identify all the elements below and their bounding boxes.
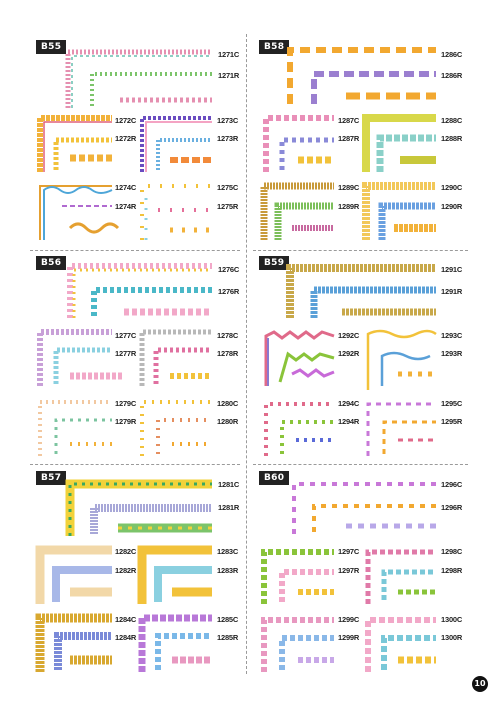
design-code: 1278R bbox=[217, 349, 239, 358]
design-code: 1300R bbox=[441, 633, 463, 642]
design-code: 1287R bbox=[338, 134, 360, 143]
design-code: 1276C bbox=[218, 265, 240, 274]
row-divider bbox=[30, 464, 240, 465]
design-code: 1298C bbox=[441, 547, 463, 556]
design-code: 1300C bbox=[441, 615, 463, 624]
section-label: B59 bbox=[259, 256, 290, 270]
design-code: 1295R bbox=[441, 417, 463, 426]
design-code: 1284R bbox=[115, 633, 137, 642]
design-code: 1280C bbox=[217, 399, 239, 408]
design-code: 1297R bbox=[338, 566, 360, 575]
design-code: 1287C bbox=[338, 116, 360, 125]
column-divider bbox=[246, 34, 247, 674]
design-code: 1299C bbox=[338, 615, 360, 624]
design-code: 1285R bbox=[217, 633, 239, 642]
design-code: 1292R bbox=[338, 349, 360, 358]
design-code: 1271R bbox=[218, 71, 240, 80]
design-code: 1297C bbox=[338, 547, 360, 556]
design-code: 1293R bbox=[441, 349, 463, 358]
design-code: 1296C bbox=[441, 480, 463, 489]
design-code: 1277C bbox=[115, 331, 137, 340]
design-code: 1272R bbox=[115, 134, 137, 143]
design-code: 1283R bbox=[217, 566, 239, 575]
design-code: 1277R bbox=[115, 349, 137, 358]
row-divider bbox=[253, 250, 468, 251]
design-code: 1283C bbox=[217, 547, 239, 556]
design-code: 1291C bbox=[441, 265, 463, 274]
section-label: B56 bbox=[36, 256, 67, 270]
design-code: 1281R bbox=[218, 503, 240, 512]
design-code: 1281C bbox=[218, 480, 240, 489]
design-code: 1273C bbox=[217, 116, 239, 125]
design-code: 1275C bbox=[217, 183, 239, 192]
design-code: 1296R bbox=[441, 503, 463, 512]
design-code: 1273R bbox=[217, 134, 239, 143]
design-code: 1292C bbox=[338, 331, 360, 340]
design-code: 1275R bbox=[217, 202, 239, 211]
section-label: B57 bbox=[36, 471, 67, 485]
design-code: 1288R bbox=[441, 134, 463, 143]
design-code: 1295C bbox=[441, 399, 463, 408]
design-code: 1279C bbox=[115, 399, 137, 408]
design-code: 1293C bbox=[441, 331, 463, 340]
design-code: 1298R bbox=[441, 566, 463, 575]
design-code: 1289R bbox=[338, 202, 360, 211]
design-code: 1286R bbox=[441, 71, 463, 80]
page-number: 10 bbox=[472, 676, 488, 692]
row-divider bbox=[253, 464, 468, 465]
design-code: 1282R bbox=[115, 566, 137, 575]
design-code: 1290R bbox=[441, 202, 463, 211]
design-code: 1284C bbox=[115, 615, 137, 624]
design-code: 1290C bbox=[441, 183, 463, 192]
row-divider bbox=[30, 250, 240, 251]
design-code: 1272C bbox=[115, 116, 137, 125]
design-code: 1286C bbox=[441, 50, 463, 59]
design-code: 1289C bbox=[338, 183, 360, 192]
section-label: B58 bbox=[259, 40, 290, 54]
section-label: B60 bbox=[259, 471, 290, 485]
design-code: 1291R bbox=[441, 287, 463, 296]
design-code: 1294C bbox=[338, 399, 360, 408]
design-code: 1271C bbox=[218, 50, 240, 59]
design-code: 1274C bbox=[115, 183, 137, 192]
design-code: 1288C bbox=[441, 116, 463, 125]
design-code: 1294R bbox=[338, 417, 360, 426]
design-code: 1280R bbox=[217, 417, 239, 426]
design-code: 1285C bbox=[217, 615, 239, 624]
design-code: 1299R bbox=[338, 633, 360, 642]
design-code: 1278C bbox=[217, 331, 239, 340]
design-code: 1279R bbox=[115, 417, 137, 426]
design-code: 1282C bbox=[115, 547, 137, 556]
design-code: 1274R bbox=[115, 202, 137, 211]
design-code: 1276R bbox=[218, 287, 240, 296]
section-label: B55 bbox=[36, 40, 67, 54]
